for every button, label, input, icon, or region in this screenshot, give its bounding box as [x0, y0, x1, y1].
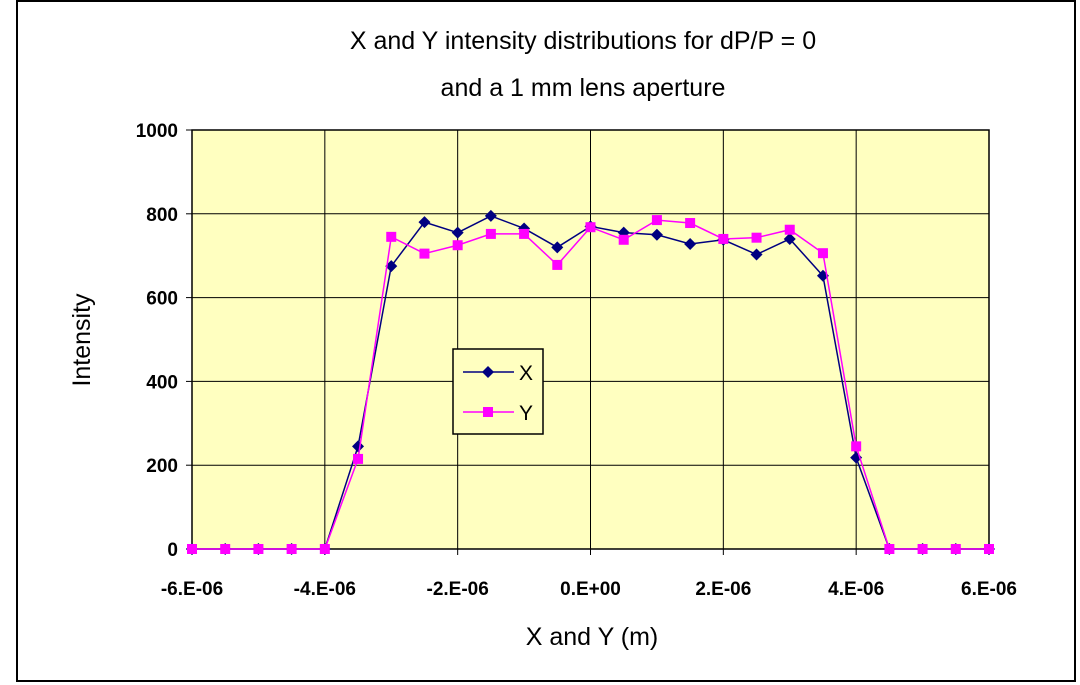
- data-point-y: [851, 441, 862, 452]
- x-tick-label: -4.E-06: [294, 579, 356, 600]
- data-point-y: [552, 259, 563, 270]
- chart-title-line-1: X and Y intensity distributions for dP/P…: [350, 27, 816, 55]
- data-point-y: [651, 215, 662, 226]
- y-tick-label: 600: [146, 289, 178, 310]
- data-point-y: [685, 218, 696, 229]
- y-axis-title: Intensity: [68, 293, 96, 387]
- legend-label-x: X: [519, 362, 533, 385]
- tick-labels: -6.E-06 -4.E-06 -2.E-06 0.E+00 2.E-06 4.E-06 6…: [136, 121, 1017, 600]
- legend-label-y: Y: [519, 402, 533, 425]
- x-axis-title: X and Y (m): [526, 623, 658, 651]
- data-point-y: [386, 231, 397, 242]
- data-point-x: [551, 241, 564, 254]
- data-point-x: [684, 237, 697, 250]
- legend-marker-y: [483, 407, 493, 417]
- data-point-y: [353, 453, 364, 464]
- legend: X Y: [452, 348, 544, 435]
- data-point-x: [418, 216, 431, 229]
- data-point-y: [817, 248, 828, 259]
- x-tick-label: 0.E+00: [560, 579, 621, 600]
- data-point-y: [585, 222, 596, 233]
- data-point-y: [319, 544, 330, 554]
- x-tick-label: -6.E-06: [161, 579, 223, 600]
- data-point-x: [484, 209, 497, 222]
- data-point-y: [419, 248, 430, 259]
- data-point-y: [950, 544, 961, 554]
- legend-diamond-x: [482, 366, 494, 378]
- legend-marker-x: [482, 366, 494, 378]
- x-tick-label: 2.E-06: [695, 579, 751, 600]
- data-point-y: [253, 544, 264, 554]
- data-point-x: [385, 260, 398, 273]
- y-tick-label: 200: [146, 456, 178, 477]
- data-point-y: [452, 240, 463, 251]
- data-point-x: [451, 226, 464, 239]
- series-layer: [186, 209, 995, 555]
- y-tick-label: 1000: [136, 121, 178, 142]
- data-point-y: [187, 544, 197, 554]
- data-point-y: [884, 544, 895, 554]
- data-point-x: [750, 248, 763, 261]
- data-point-y: [286, 544, 297, 554]
- data-point-y: [984, 544, 994, 554]
- data-point-y: [485, 228, 496, 239]
- data-point-x: [650, 228, 663, 241]
- data-point-x: [783, 232, 796, 245]
- data-point-y: [618, 234, 629, 245]
- data-point-y: [519, 228, 530, 239]
- legend-box: [452, 348, 544, 435]
- x-tick-label: -2.E-06: [427, 579, 489, 600]
- data-point-y: [751, 232, 762, 243]
- y-tick-label: 800: [146, 205, 178, 226]
- y-tick-label: 0: [167, 540, 178, 561]
- data-point-y: [784, 224, 795, 235]
- x-tick-label: 4.E-06: [828, 579, 884, 600]
- legend-square-y: [483, 407, 493, 417]
- data-point-y: [220, 544, 231, 554]
- data-point-y: [718, 233, 729, 244]
- y-tick-label: 400: [146, 372, 178, 393]
- grid: [186, 129, 990, 555]
- x-tick-label: 6.E-06: [961, 579, 1017, 600]
- chart-title-line-2: and a 1 mm lens aperture: [441, 74, 726, 102]
- data-point-y: [917, 544, 928, 554]
